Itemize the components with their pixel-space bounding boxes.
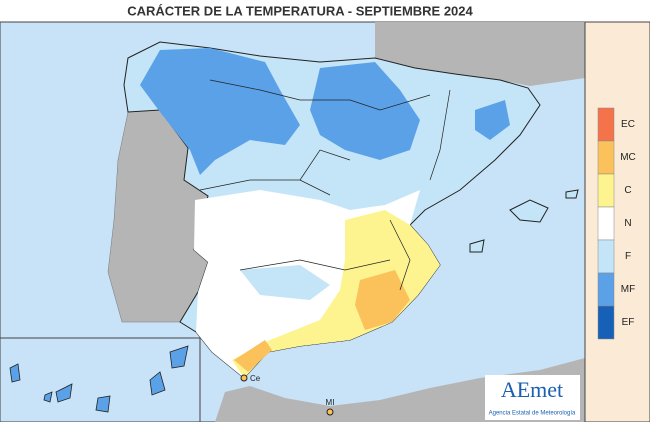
region-borders — [199, 79, 451, 291]
legend-label: EC — [621, 119, 635, 130]
mc-zone — [355, 270, 410, 330]
legend-label: MC — [620, 152, 636, 163]
legend-swatch — [597, 173, 615, 208]
legend-label: C — [624, 185, 631, 196]
legend-panel — [584, 21, 650, 423]
mf-zone — [475, 100, 510, 140]
legend-swatch — [597, 272, 615, 307]
ceuta-label: Ce — [250, 374, 261, 383]
legend-swatch — [597, 107, 615, 142]
mallorca — [509, 199, 549, 223]
mc-zone — [234, 340, 272, 372]
france — [375, 22, 585, 86]
canary-islands — [9, 345, 189, 413]
legend-label: N — [624, 218, 631, 229]
logo-subtitle: Agencia Estatal de Meteorología — [489, 411, 576, 417]
menorca — [565, 189, 579, 199]
c-zone — [232, 210, 440, 378]
map-title: CARÁCTER DE LA TEMPERATURA - SEPTIEMBRE … — [127, 3, 473, 18]
legend: EC MC C N F MF EF — [597, 107, 636, 340]
melilla-marker — [326, 408, 334, 416]
mf-zone — [310, 62, 420, 160]
legend-swatch — [597, 140, 615, 175]
legend-swatch — [597, 305, 615, 340]
mf-zone — [140, 48, 300, 175]
legend-label: F — [625, 251, 631, 262]
legend-swatch — [597, 206, 615, 241]
legend-label: MF — [621, 284, 635, 295]
legend-label: EF — [622, 317, 635, 328]
logo-name: AEmet — [501, 377, 563, 402]
ibiza — [469, 239, 485, 253]
logo-box — [485, 375, 580, 420]
legend-swatch — [597, 239, 615, 274]
melilla-label: MI — [326, 398, 335, 407]
f-zone — [240, 265, 330, 300]
ceuta-marker — [240, 374, 248, 382]
